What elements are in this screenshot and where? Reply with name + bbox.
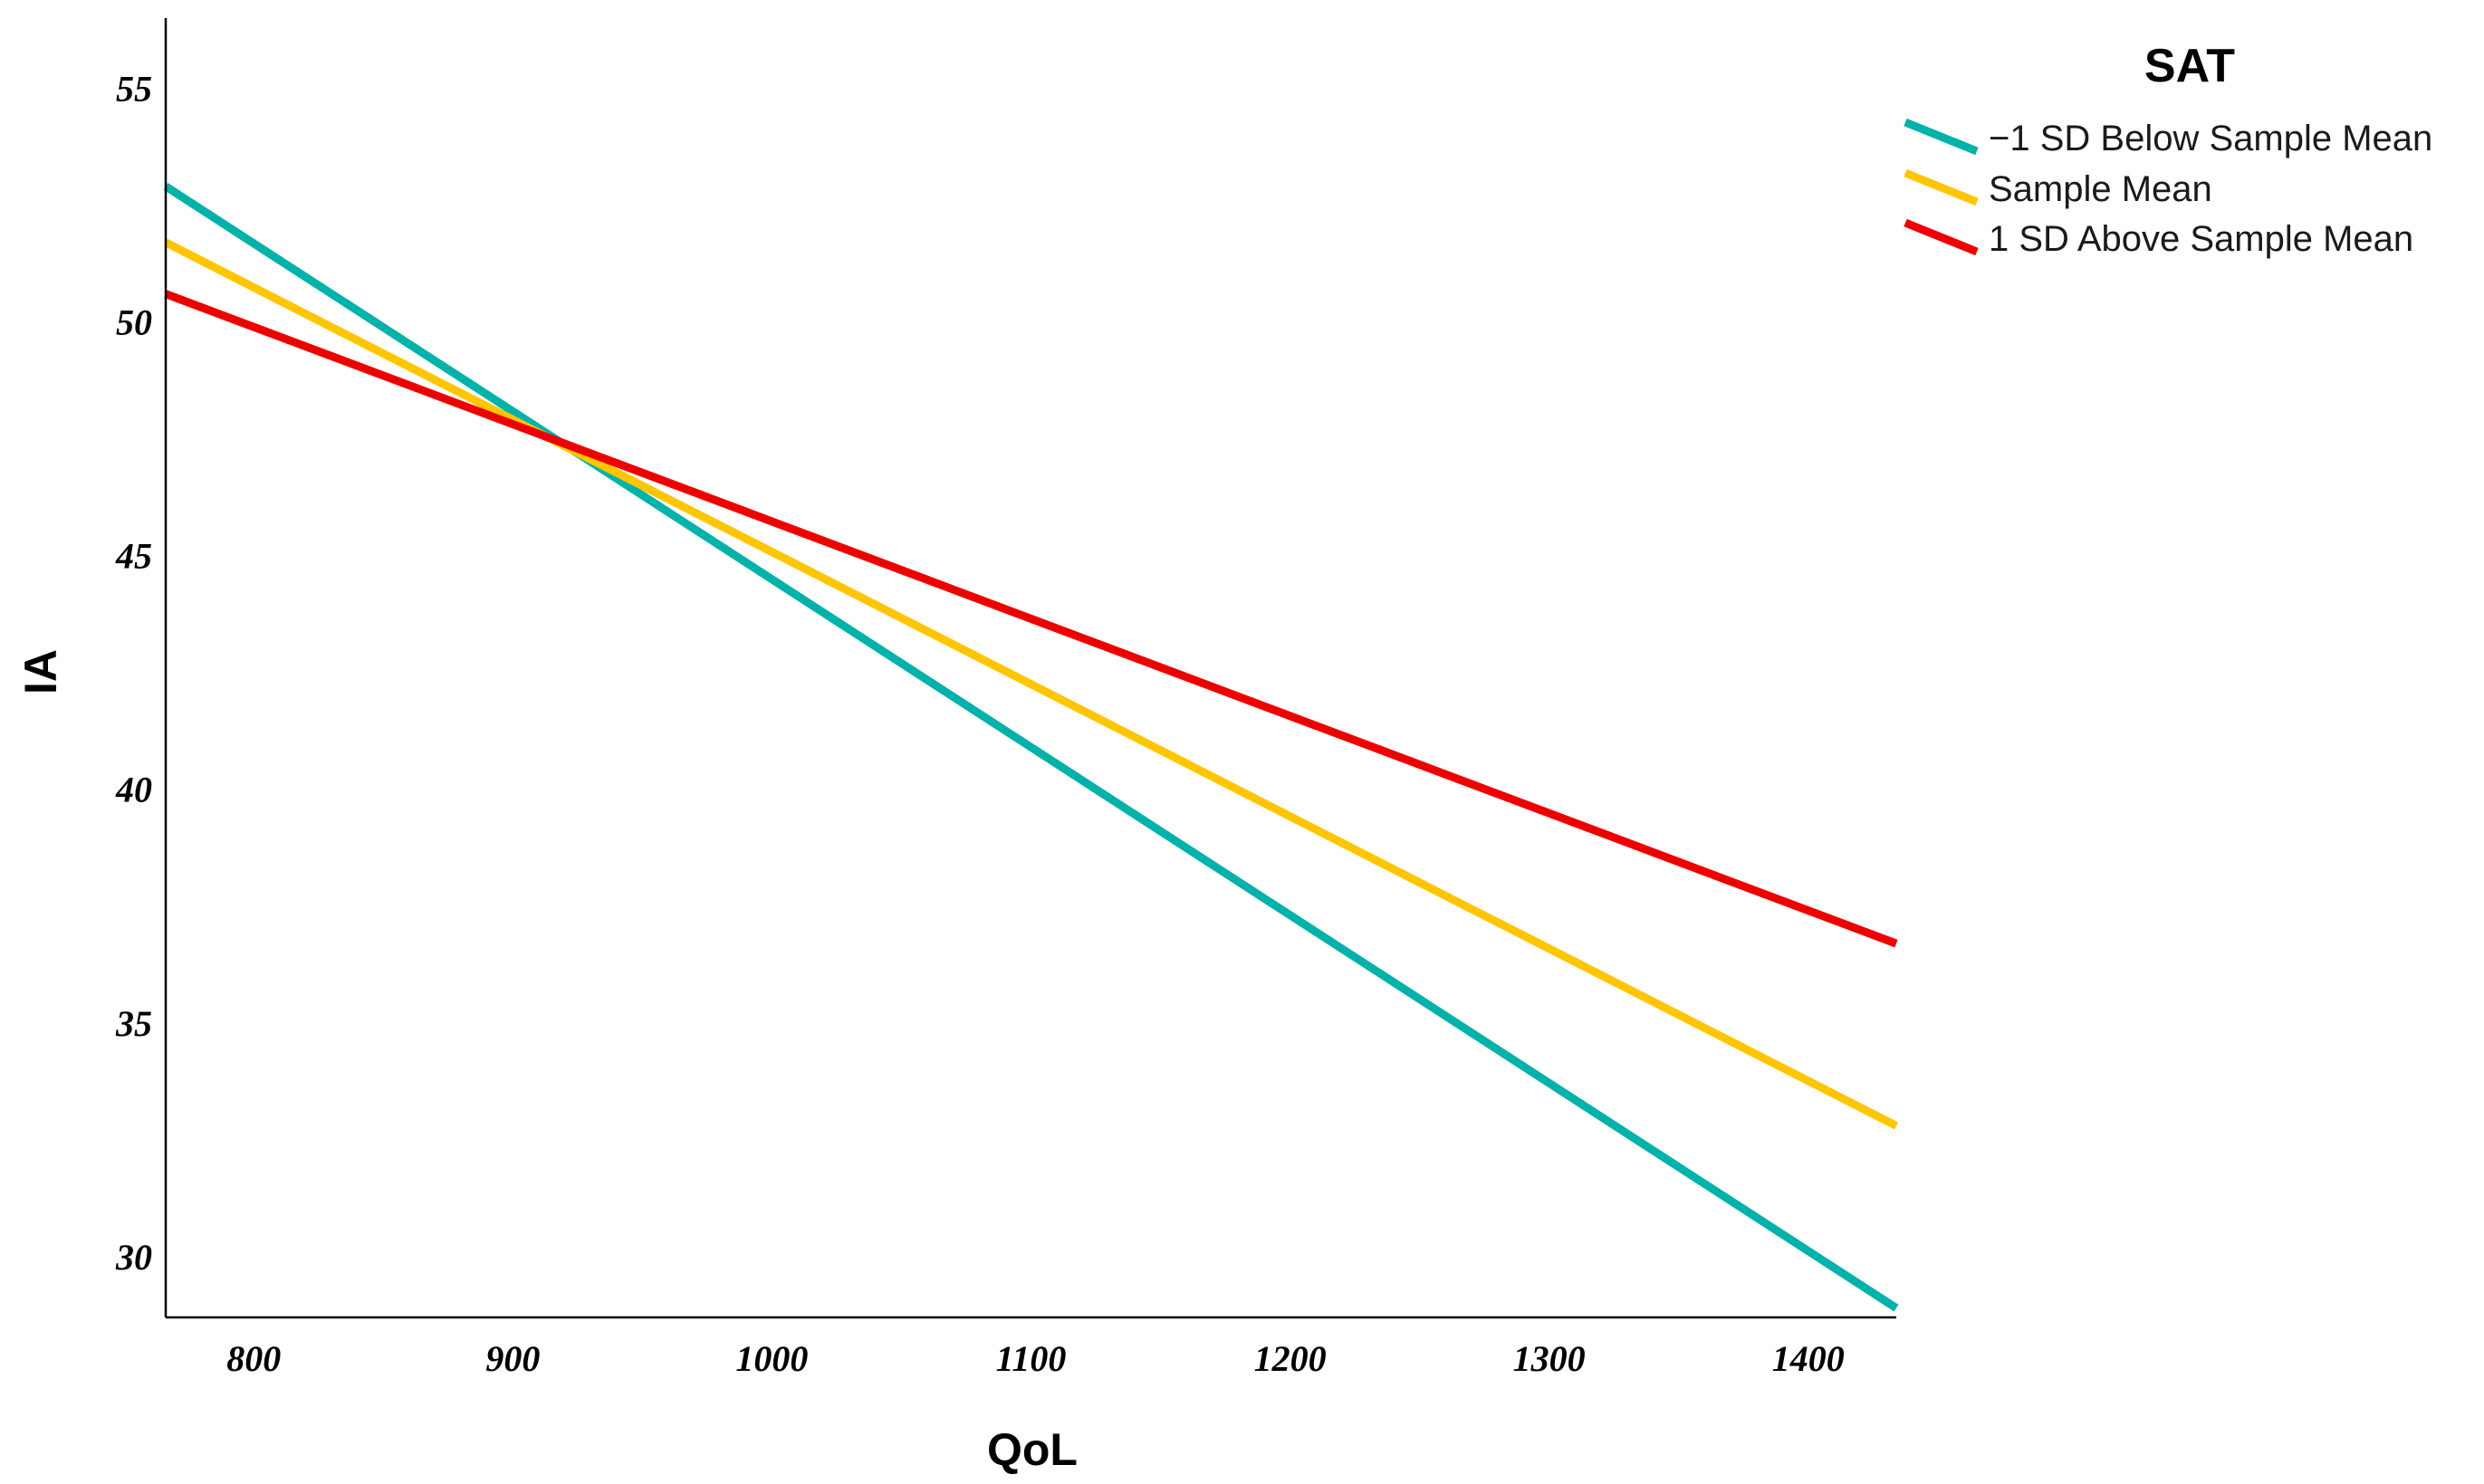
x-tick-label: 1100 [996, 1338, 1067, 1379]
y-tick-label: 30 [115, 1237, 152, 1278]
x-tick-label: 900 [485, 1338, 540, 1379]
x-tick-label: 1400 [1772, 1338, 1845, 1379]
x-axis-title: QoL [987, 1424, 1078, 1475]
y-tick-label: 55 [116, 68, 152, 109]
legend-swatch-2 [1904, 168, 1979, 206]
series-line-3 [164, 290, 1898, 948]
legend-swatch-1 [1904, 118, 1979, 156]
legend-title: SAT [2144, 40, 2235, 92]
legend-label-2: Sample Mean [1989, 169, 2212, 209]
x-tick-label: 1300 [1513, 1338, 1586, 1379]
legend-swatch-3 [1904, 218, 1979, 256]
y-tick-label: 45 [115, 536, 152, 577]
x-tick-label: 1000 [735, 1338, 808, 1379]
y-tick-label: 35 [115, 1003, 152, 1044]
legend: −1 SD Below Sample Mean Sample Mean 1 SD A… [1904, 118, 2432, 259]
plot-lines [163, 183, 1899, 1312]
y-tick-label: 50 [116, 302, 152, 343]
x-tick-labels: 800 900 1000 1100 1200 1300 1400 [226, 1338, 1844, 1379]
y-tick-label: 40 [115, 770, 152, 810]
series-line-1 [163, 183, 1899, 1312]
legend-label-3: 1 SD Above Sample Mean [1989, 219, 2413, 259]
y-axis-title: IA [15, 649, 66, 694]
legend-label-1: −1 SD Below Sample Mean [1989, 119, 2432, 158]
y-tick-labels: 30 35 40 45 50 55 [115, 68, 152, 1277]
series-line-2 [163, 238, 1899, 1130]
x-tick-label: 1200 [1254, 1338, 1327, 1379]
x-tick-label: 800 [226, 1338, 281, 1379]
